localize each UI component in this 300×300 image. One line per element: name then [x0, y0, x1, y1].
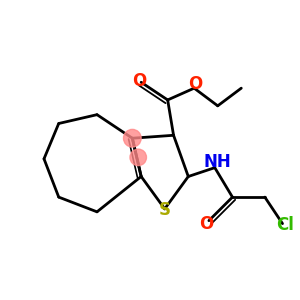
Text: S: S — [159, 201, 171, 219]
Circle shape — [124, 129, 141, 147]
Text: O: O — [199, 214, 213, 232]
Text: O: O — [133, 72, 147, 90]
Circle shape — [130, 149, 146, 166]
Text: NH: NH — [204, 153, 232, 171]
Text: Cl: Cl — [277, 216, 294, 234]
Text: O: O — [188, 75, 203, 93]
